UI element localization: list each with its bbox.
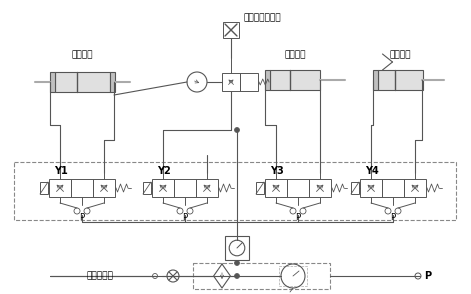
Bar xyxy=(265,70,270,90)
Bar xyxy=(270,70,320,90)
Text: Y4: Y4 xyxy=(365,166,379,176)
Text: Y1: Y1 xyxy=(54,166,68,176)
Bar xyxy=(40,182,48,194)
Bar xyxy=(49,72,55,92)
Bar xyxy=(240,73,258,91)
Bar xyxy=(152,179,174,197)
Bar xyxy=(223,22,239,38)
Bar xyxy=(55,72,109,92)
Text: 压袋气缸: 压袋气缸 xyxy=(284,51,306,59)
Text: P: P xyxy=(182,213,187,223)
Text: Y2: Y2 xyxy=(157,166,171,176)
Bar xyxy=(196,179,218,197)
Bar xyxy=(14,162,456,220)
Text: 三位气缸: 三位气缸 xyxy=(71,51,93,59)
Bar xyxy=(143,182,151,194)
Bar xyxy=(404,179,426,197)
Bar xyxy=(93,179,115,197)
Text: P: P xyxy=(80,213,85,223)
Bar xyxy=(351,182,359,194)
Bar xyxy=(287,179,309,197)
Circle shape xyxy=(235,260,239,265)
Bar xyxy=(265,179,287,197)
Bar xyxy=(49,179,71,197)
Bar xyxy=(360,179,382,197)
Bar xyxy=(279,266,307,286)
Text: P: P xyxy=(390,213,396,223)
Bar xyxy=(373,70,377,90)
Text: 到叶轮箱充气嘴: 到叶轮箱充气嘴 xyxy=(244,14,281,23)
Bar xyxy=(377,70,422,90)
Bar xyxy=(382,179,404,197)
Bar xyxy=(309,179,331,197)
Bar xyxy=(256,182,264,194)
Bar xyxy=(174,179,196,197)
Circle shape xyxy=(235,128,239,133)
Text: 接压缩空气: 接压缩空气 xyxy=(87,271,114,280)
Text: Y3: Y3 xyxy=(270,166,284,176)
Bar xyxy=(225,236,249,260)
Bar xyxy=(109,72,114,92)
Text: P: P xyxy=(295,213,300,223)
Text: P: P xyxy=(424,271,431,281)
Text: 推包气缸: 推包气缸 xyxy=(389,51,411,59)
Bar xyxy=(193,263,330,289)
Circle shape xyxy=(235,273,239,278)
Bar xyxy=(71,179,93,197)
Bar xyxy=(222,73,240,91)
